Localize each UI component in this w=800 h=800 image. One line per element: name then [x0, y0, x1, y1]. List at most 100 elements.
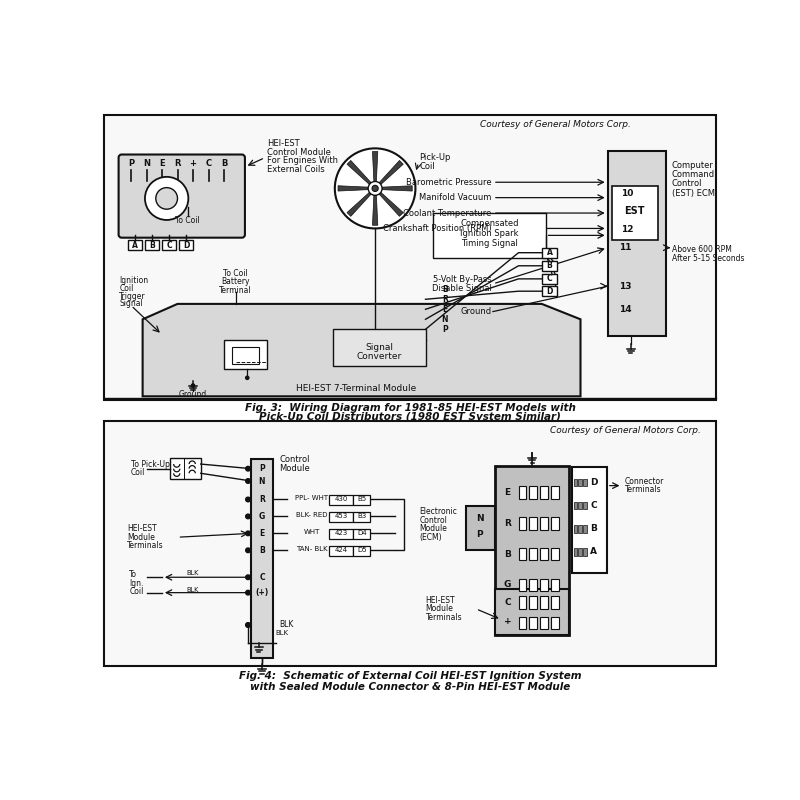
- Text: WHT: WHT: [303, 529, 320, 535]
- Text: Ignition Spark: Ignition Spark: [460, 230, 518, 238]
- Bar: [583, 478, 586, 486]
- Bar: [518, 597, 526, 609]
- Text: B: B: [442, 285, 448, 294]
- Text: +: +: [504, 618, 511, 626]
- Text: A: A: [132, 241, 138, 250]
- Bar: [551, 617, 558, 629]
- Circle shape: [246, 531, 250, 536]
- Bar: [542, 274, 558, 284]
- Bar: [540, 578, 548, 591]
- Circle shape: [335, 148, 415, 229]
- Text: Electronic: Electronic: [419, 507, 457, 516]
- Bar: [329, 529, 354, 538]
- Text: Coil: Coil: [419, 162, 435, 170]
- Bar: [572, 467, 607, 574]
- Text: R: R: [504, 519, 511, 528]
- Text: Converter: Converter: [356, 352, 402, 361]
- Text: To: To: [130, 570, 138, 579]
- Text: (+): (+): [255, 588, 269, 597]
- Bar: [224, 340, 266, 370]
- Text: Disable Signal: Disable Signal: [431, 284, 491, 293]
- Text: E: E: [442, 305, 447, 314]
- Text: BLK: BLK: [279, 621, 294, 630]
- Circle shape: [246, 478, 250, 483]
- Text: E: E: [259, 529, 265, 538]
- Circle shape: [246, 622, 250, 627]
- Text: Coolant Temperature: Coolant Temperature: [403, 209, 491, 218]
- Text: Coil: Coil: [119, 284, 134, 293]
- Text: Terminals: Terminals: [127, 541, 164, 550]
- Text: Courtesy of General Motors Corp.: Courtesy of General Motors Corp.: [550, 426, 701, 435]
- Text: Crankshaft Position (RPM): Crankshaft Position (RPM): [382, 224, 491, 233]
- Text: After 5-15 Seconds: After 5-15 Seconds: [672, 254, 745, 263]
- Text: (EST) ECM: (EST) ECM: [672, 189, 715, 198]
- Text: HEI-EST: HEI-EST: [426, 596, 455, 605]
- Text: Terminals: Terminals: [625, 485, 662, 494]
- Bar: [578, 502, 582, 510]
- Text: HEI-EST: HEI-EST: [266, 139, 299, 148]
- Text: BLK: BLK: [187, 587, 199, 594]
- Bar: [530, 578, 537, 591]
- Text: Computer: Computer: [672, 161, 714, 170]
- Bar: [578, 478, 582, 486]
- Bar: [530, 548, 537, 560]
- Bar: [540, 548, 548, 560]
- Bar: [179, 240, 193, 250]
- Circle shape: [246, 590, 250, 595]
- Bar: [551, 578, 558, 591]
- Text: B: B: [590, 524, 597, 534]
- Bar: [530, 486, 537, 498]
- Bar: [551, 548, 558, 560]
- Bar: [530, 517, 537, 530]
- Polygon shape: [347, 192, 371, 216]
- Bar: [170, 458, 201, 479]
- Bar: [578, 525, 582, 533]
- Bar: [434, 213, 546, 258]
- Text: Courtesy of General Motors Corp.: Courtesy of General Motors Corp.: [480, 120, 631, 129]
- Bar: [540, 597, 548, 609]
- Circle shape: [190, 383, 195, 388]
- Text: (ECM): (ECM): [419, 533, 442, 542]
- Bar: [518, 548, 526, 560]
- Text: Above 600 RPM: Above 600 RPM: [672, 246, 732, 254]
- Bar: [540, 517, 548, 530]
- Bar: [574, 548, 578, 556]
- Text: D: D: [590, 478, 598, 487]
- Text: N: N: [143, 159, 150, 168]
- Bar: [232, 347, 259, 364]
- Text: D: D: [183, 241, 190, 250]
- Bar: [611, 186, 658, 240]
- Text: +: +: [190, 159, 197, 168]
- Bar: [574, 525, 578, 533]
- Text: C: C: [504, 598, 511, 607]
- Text: E: E: [505, 488, 510, 497]
- Bar: [128, 240, 142, 250]
- Text: To Pick-Up: To Pick-Up: [131, 459, 170, 469]
- Bar: [574, 478, 578, 486]
- Bar: [333, 329, 426, 366]
- Bar: [608, 151, 666, 336]
- Text: Module: Module: [419, 524, 447, 534]
- Text: 430: 430: [334, 497, 348, 502]
- Bar: [329, 512, 354, 522]
- Bar: [518, 517, 526, 530]
- Text: C: C: [206, 159, 211, 168]
- Text: Fig. 3:  Wiring Diagram for 1981-85 HEI-EST Models with: Fig. 3: Wiring Diagram for 1981-85 HEI-E…: [245, 403, 575, 413]
- Text: 453: 453: [334, 514, 348, 519]
- Bar: [518, 486, 526, 498]
- Text: Control: Control: [279, 455, 310, 464]
- Bar: [542, 248, 558, 258]
- Bar: [518, 617, 526, 629]
- Circle shape: [372, 186, 378, 191]
- Bar: [542, 286, 558, 296]
- Text: Connector: Connector: [625, 477, 664, 486]
- Text: 10: 10: [621, 190, 633, 198]
- Text: Compensated: Compensated: [460, 219, 518, 228]
- Text: Signal: Signal: [119, 299, 143, 308]
- Text: P: P: [477, 530, 483, 539]
- Bar: [354, 546, 370, 556]
- Text: BLK: BLK: [187, 570, 199, 576]
- Text: HEI-EST 7-Terminal Module: HEI-EST 7-Terminal Module: [296, 384, 416, 393]
- Text: Battery: Battery: [222, 277, 250, 286]
- Circle shape: [145, 177, 188, 220]
